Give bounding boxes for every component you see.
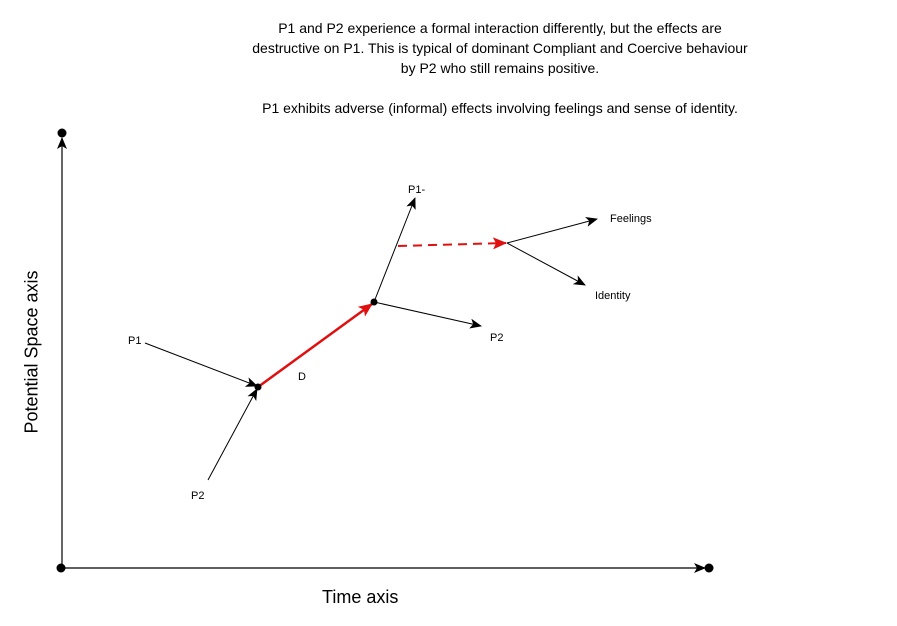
feelings-arrow [506, 217, 598, 244]
y-axis-label: Potential Space axis [21, 270, 42, 434]
informal-effect-dashed-arrow [397, 237, 507, 250]
p1-input-arrow [144, 342, 258, 387]
identity-arrow [506, 242, 586, 286]
label-p2-output: P2 [490, 332, 504, 344]
label-p1-output: P1- [408, 184, 426, 196]
p2-output-arrow [373, 301, 482, 329]
origin-dot [56, 563, 66, 573]
x-axis-label: Time axis [322, 587, 399, 607]
label-p1-input: P1 [128, 335, 142, 347]
p1-output-arrow [373, 197, 416, 303]
caption-paragraph-1: P1 and P2 experience a formal interactio… [252, 20, 748, 76]
label-d: D [298, 371, 306, 383]
x-axis-end-dot [704, 563, 714, 573]
label-identity: Identity [595, 290, 631, 302]
p2-input-arrow [207, 388, 258, 481]
y-axis-end-dot [57, 128, 67, 138]
d-red-arrow [257, 302, 373, 389]
label-feelings: Feelings [610, 213, 652, 225]
label-p2-input: P2 [191, 490, 205, 502]
node-1 [254, 383, 262, 391]
caption-paragraph-2: P1 exhibits adverse (informal) effects i… [262, 100, 738, 116]
